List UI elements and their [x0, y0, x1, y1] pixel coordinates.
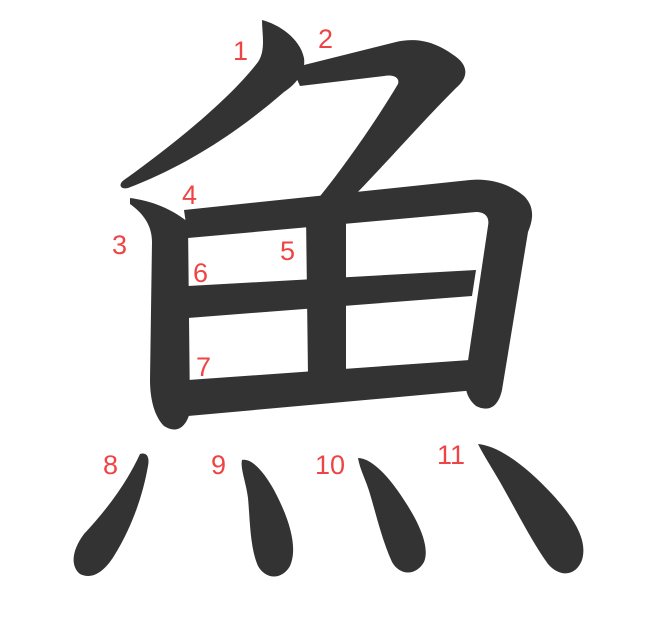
stroke-number-1: 1: [233, 36, 248, 66]
stroke-4: [184, 179, 533, 409]
stroke-number-11: 11: [437, 440, 465, 470]
stroke-number-6: 6: [193, 258, 208, 288]
stroke-10: [358, 458, 426, 573]
stroke-number-4: 4: [182, 180, 197, 210]
stroke-number-10: 10: [315, 450, 345, 480]
character-glyph: [73, 20, 584, 577]
stroke-6: [188, 270, 476, 318]
stroke-11: [478, 444, 584, 574]
stroke-number-8: 8: [103, 450, 118, 480]
stroke-9: [241, 459, 294, 577]
stroke-number-2: 2: [318, 24, 333, 54]
stroke-7: [188, 360, 482, 416]
stroke-2: [292, 40, 466, 206]
stroke-number-5: 5: [280, 236, 295, 266]
stroke-8: [73, 453, 149, 576]
stroke-3: [130, 198, 190, 430]
stroke-number-labels: 1 2 3 4 5 6 7 8 9 10 11: [103, 24, 465, 480]
stroke-1: [120, 20, 305, 189]
stroke-number-9: 9: [211, 450, 226, 480]
stroke-number-7: 7: [196, 352, 211, 382]
stroke-number-3: 3: [112, 230, 127, 260]
